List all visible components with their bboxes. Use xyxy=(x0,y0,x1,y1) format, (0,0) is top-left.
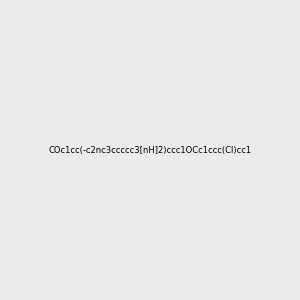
Text: COc1cc(-c2nc3ccccc3[nH]2)ccc1OCc1ccc(Cl)cc1: COc1cc(-c2nc3ccccc3[nH]2)ccc1OCc1ccc(Cl)… xyxy=(48,146,252,154)
